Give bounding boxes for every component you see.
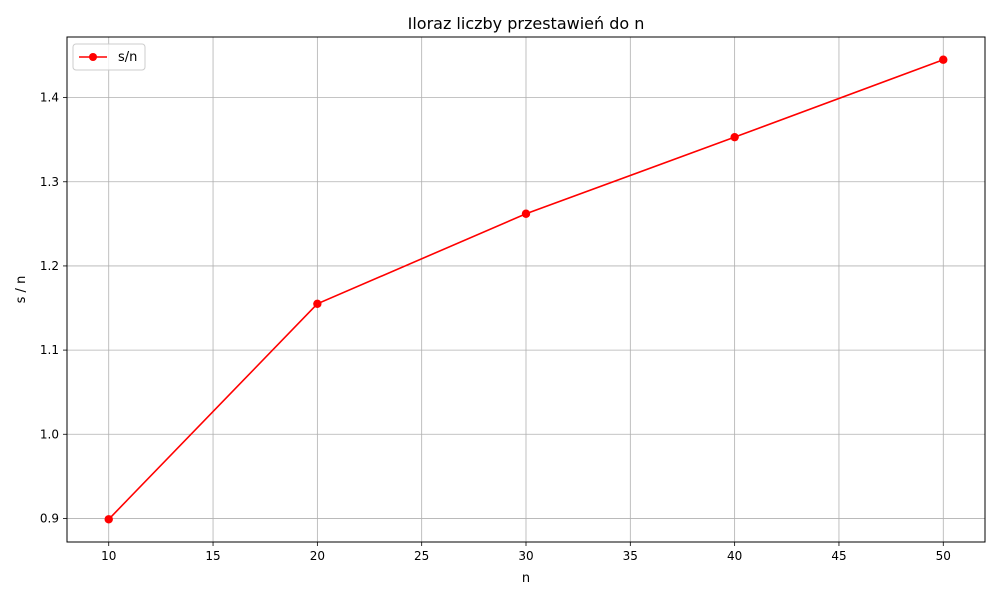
legend: s/n bbox=[72, 43, 146, 71]
x-tick-label: 10 bbox=[101, 549, 116, 563]
chart-title: Iloraz liczby przestawień do n bbox=[408, 14, 645, 33]
x-tick-label: 45 bbox=[831, 549, 846, 563]
y-tick-label: 1.1 bbox=[40, 343, 59, 357]
data-point bbox=[104, 515, 113, 524]
x-tick-label: 30 bbox=[518, 549, 533, 563]
y-axis-label: s / n bbox=[14, 276, 29, 304]
grid-lines bbox=[67, 37, 985, 542]
y-tick-label: 1.0 bbox=[40, 427, 59, 441]
x-tick-label: 50 bbox=[936, 549, 951, 563]
y-tick-label: 0.9 bbox=[40, 511, 59, 525]
legend-label: s/n bbox=[118, 50, 137, 65]
y-tick-label: 1.4 bbox=[40, 91, 59, 105]
data-point bbox=[313, 299, 322, 309]
x-tick-label: 25 bbox=[414, 549, 429, 563]
x-tick-label: 35 bbox=[623, 549, 638, 563]
data-point bbox=[939, 55, 948, 64]
legend-box bbox=[72, 43, 146, 71]
series-layer bbox=[104, 55, 948, 524]
tick-layer: 10 15 20 25 30 35 40 45 50 0.9 1.0 1.1 1.2 1.3 1.4 bbox=[40, 91, 951, 563]
x-axis-label: n bbox=[522, 571, 530, 586]
x-tick-label: 20 bbox=[310, 549, 325, 563]
legend-marker-swatch bbox=[89, 53, 97, 61]
y-tick-label: 1.2 bbox=[40, 259, 59, 273]
y-tick-label: 1.3 bbox=[40, 175, 59, 189]
data-point bbox=[730, 132, 739, 142]
x-tick-label: 40 bbox=[727, 549, 742, 563]
x-tick-label: 15 bbox=[205, 549, 220, 563]
data-point bbox=[521, 209, 531, 218]
